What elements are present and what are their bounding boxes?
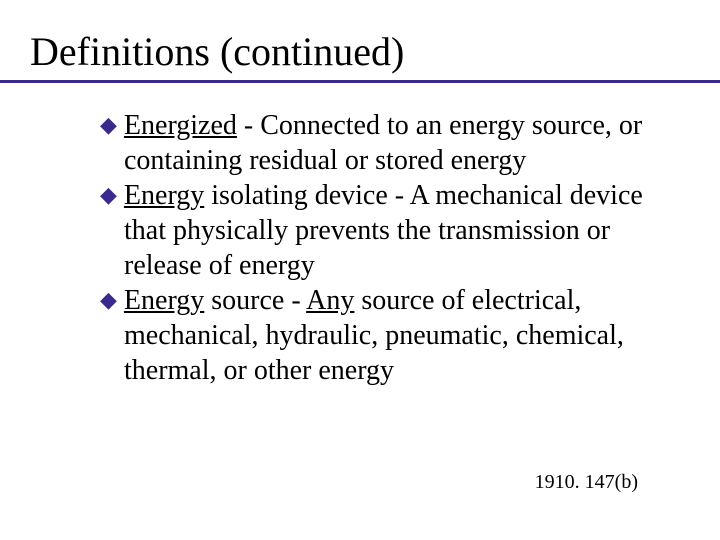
emphasis: Any xyxy=(306,285,354,316)
slide-body: ◆ Energized - Connected to an energy sou… xyxy=(100,108,680,388)
list-item: ◆ Energy isolating device - A mechanical… xyxy=(100,178,680,283)
title-underline xyxy=(0,80,720,83)
post-term: source - xyxy=(204,285,306,316)
diamond-bullet-icon: ◆ xyxy=(100,112,117,137)
footer-citation: 1910. 147(b) xyxy=(535,471,638,494)
list-item: ◆ Energized - Connected to an energy sou… xyxy=(100,108,680,178)
sep: - xyxy=(237,110,260,141)
term: Energized xyxy=(124,110,237,141)
term: Energy xyxy=(124,285,204,316)
post-term: isolating device - xyxy=(204,180,409,211)
diamond-bullet-icon: ◆ xyxy=(100,182,117,207)
slide: { "title": "Definitions (continued)", "c… xyxy=(0,0,720,540)
diamond-bullet-icon: ◆ xyxy=(100,287,117,312)
slide-title: Definitions (continued) xyxy=(30,28,404,75)
list-item: ◆ Energy source - Any source of electric… xyxy=(100,283,680,388)
term: Energy xyxy=(124,180,204,211)
